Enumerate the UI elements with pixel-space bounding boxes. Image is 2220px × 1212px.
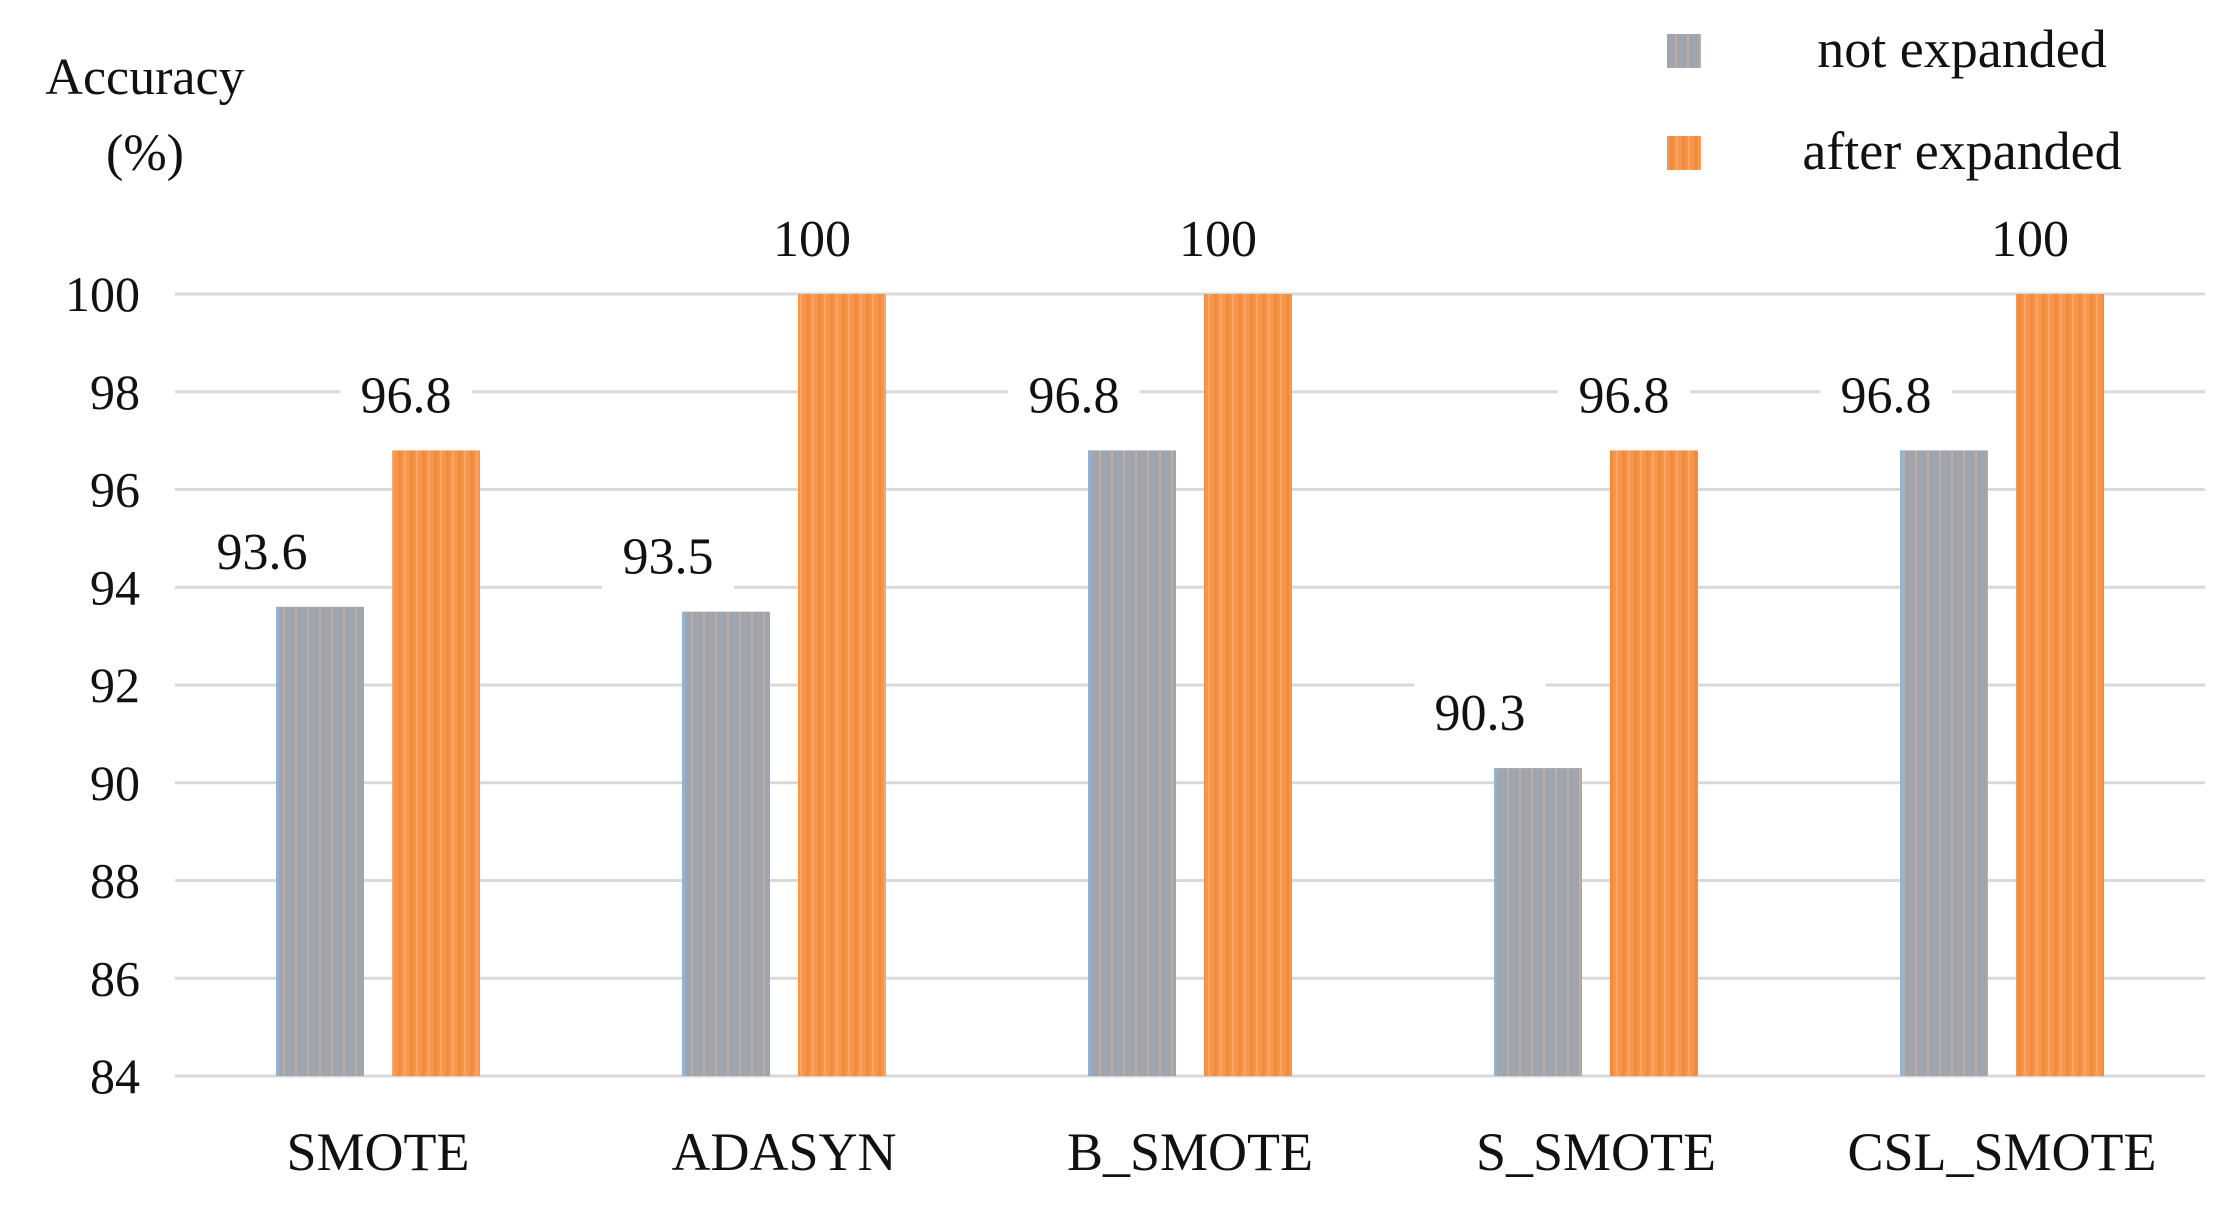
data-label-after-expanded: 100	[773, 211, 851, 268]
y-tick-label: 86	[90, 950, 140, 1006]
x-category-label: S_SMOTE	[1476, 1122, 1716, 1182]
bar-after-expanded	[1204, 294, 1292, 1076]
bar-not-expanded	[1088, 450, 1176, 1076]
data-label-background	[1165, 206, 1271, 272]
x-category-label: SMOTE	[286, 1122, 469, 1182]
x-axis-categories: SMOTE ADASYN B_SMOTE S_SMOTE CSL_SMOTE	[286, 1122, 2156, 1182]
bar-not-expanded	[1900, 450, 1988, 1076]
data-label-background	[340, 362, 472, 429]
bar-after-expanded	[798, 294, 886, 1076]
gridlines	[175, 292, 2205, 1078]
legend: not expanded after expanded	[1667, 19, 2122, 181]
x-category-label: CSL_SMOTE	[1847, 1122, 2156, 1182]
legend-label: after expanded	[1802, 121, 2121, 181]
y-tick-label: 84	[90, 1048, 140, 1104]
data-label-background	[602, 523, 734, 590]
x-category-label: ADASYN	[671, 1122, 896, 1182]
data-label-background	[1558, 362, 1690, 429]
y-tick-label: 98	[90, 364, 140, 420]
data-label-background	[1414, 680, 1546, 747]
data-label-background	[759, 206, 865, 272]
data-label-after-expanded: 96.8	[1579, 367, 1670, 424]
bar-not-expanded	[682, 611, 770, 1076]
data-label-not-expanded: 93.6	[217, 524, 308, 581]
data-label-background	[1977, 206, 2083, 272]
data-label-after-expanded: 96.8	[361, 367, 452, 424]
data-label-not-expanded: 93.5	[623, 529, 714, 586]
y-tick-label: 92	[90, 657, 140, 713]
bar-after-expanded	[392, 450, 480, 1076]
y-tick-label: 90	[90, 755, 140, 811]
data-labels: 93.6 96.8 93.5 100 96.8 100 90.3 96.8 96.8 100	[196, 206, 2083, 747]
bars	[276, 294, 2104, 1076]
y-tick-label: 100	[65, 266, 140, 322]
y-tick-label: 94	[90, 559, 140, 615]
legend-swatch-after-expanded	[1667, 136, 1701, 170]
bar-after-expanded	[1610, 450, 1698, 1076]
y-axis-title: Accuracy	[45, 49, 244, 106]
data-label-not-expanded: 96.8	[1029, 367, 1120, 424]
x-category-label: B_SMOTE	[1067, 1122, 1313, 1182]
data-label-not-expanded: 90.3	[1435, 685, 1526, 742]
data-label-background	[196, 518, 328, 585]
bar-after-expanded	[2016, 294, 2104, 1076]
data-label-background	[1820, 362, 1952, 429]
data-label-background	[1008, 362, 1140, 429]
legend-label: not expanded	[1817, 19, 2106, 79]
legend-swatch-not-expanded	[1667, 34, 1701, 68]
bar-not-expanded	[276, 606, 364, 1076]
data-label-not-expanded: 96.8	[1841, 367, 1932, 424]
y-axis-unit: (%)	[106, 125, 184, 182]
bar-not-expanded	[1494, 768, 1582, 1076]
y-tick-label: 88	[90, 853, 140, 909]
y-tick-label: 96	[90, 462, 140, 518]
data-label-after-expanded: 100	[1991, 211, 2069, 268]
data-label-after-expanded: 100	[1179, 211, 1257, 268]
y-axis-label: Accuracy (%)	[45, 49, 244, 182]
y-axis-ticks: 84 86 88 90 92 94 96 98 100	[65, 266, 140, 1104]
